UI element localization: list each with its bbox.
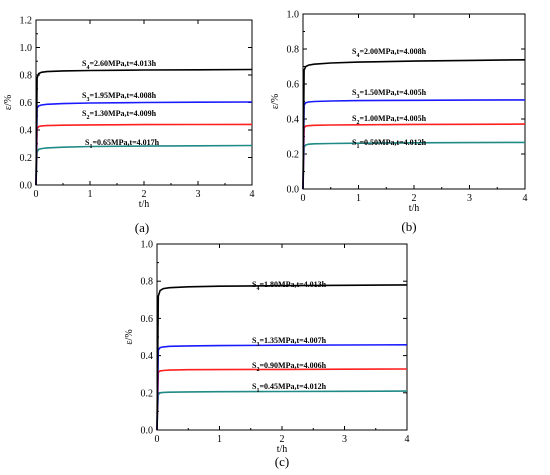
series-line-s1 bbox=[35, 144, 253, 186]
series-annotation-s3: S3=1.95MPa,t=4.008h bbox=[82, 91, 157, 103]
x-tick-label: 4 bbox=[250, 189, 255, 200]
y-tick-label: 0.4 bbox=[287, 115, 300, 126]
y-tick-label: 0.4 bbox=[141, 351, 154, 362]
panel-label: (c) bbox=[275, 454, 289, 469]
y-tick-label: 0.8 bbox=[20, 71, 33, 82]
x-tick-label: 4 bbox=[523, 193, 528, 204]
y-tick-label: 0.6 bbox=[20, 98, 33, 109]
y-axis-label: ε/% bbox=[3, 95, 14, 110]
series-line-s1 bbox=[156, 390, 408, 431]
chart-panel-b: 0.0 0.2 0.4 0.6 0.8 1.0 0 1 2 3 4 t/h ε/% S1=0.50MPa,… bbox=[270, 10, 528, 235]
panel-label: (b) bbox=[401, 219, 416, 234]
series-annotation-s1: S1=0.50MPa,t=4.012h bbox=[352, 138, 427, 150]
x-tick-label: 0 bbox=[155, 434, 160, 445]
y-tick-label: 0.0 bbox=[20, 181, 33, 192]
x-axis-label: t/h bbox=[409, 203, 420, 214]
series-line-s3 bbox=[156, 343, 408, 431]
series-annotation-s2: S2=1.00MPa,t=4.005h bbox=[352, 114, 427, 126]
x-tick-label: 3 bbox=[196, 189, 201, 200]
y-tick-label: 0.2 bbox=[141, 388, 154, 399]
x-tick-label: 0 bbox=[34, 189, 39, 200]
y-tick-label: 1.0 bbox=[141, 240, 154, 251]
y-tick-label: 0.0 bbox=[287, 185, 300, 196]
x-tick-label: 2 bbox=[142, 189, 147, 200]
x-tick-label: 3 bbox=[342, 434, 347, 445]
series-line-s4 bbox=[156, 284, 408, 431]
y-axis-label: ε/% bbox=[124, 329, 135, 344]
chart-panel-c: 0.0 0.2 0.4 0.6 0.8 1.0 0 1 2 3 4 t/h ε/% S1=0.45MPa,… bbox=[124, 240, 410, 470]
series-line-s4 bbox=[302, 59, 526, 190]
series-line-s1 bbox=[302, 141, 526, 190]
x-axis-label: t/h bbox=[277, 444, 288, 455]
series-line-s3 bbox=[302, 99, 526, 190]
y-tick-label: 0.6 bbox=[287, 80, 300, 91]
series-annotation-s1: S1=0.45MPa,t=4.012h bbox=[252, 382, 327, 394]
series-annotation-s4: S4=1.80MPa,t=4.013h bbox=[252, 280, 327, 292]
series-line-s2 bbox=[156, 368, 408, 431]
y-tick-label: 1.2 bbox=[20, 16, 33, 27]
y-tick-label: 0.8 bbox=[141, 277, 154, 288]
y-tick-label: 0.2 bbox=[287, 150, 300, 161]
series-line-s2 bbox=[35, 123, 253, 186]
y-tick-label: 1.0 bbox=[20, 43, 33, 54]
series-line-s4 bbox=[35, 68, 253, 186]
x-tick-label: 0 bbox=[301, 193, 306, 204]
series-annotation-s4: S4=2.60MPa,t=4.013h bbox=[82, 59, 157, 71]
series-annotation-s4: S4=2.00MPa,t=4.008h bbox=[352, 47, 427, 59]
series-annotation-s2: S2=1.30MPa,t=4.009h bbox=[82, 109, 157, 121]
x-tick-label: 4 bbox=[405, 434, 410, 445]
y-tick-label: 0.6 bbox=[141, 314, 154, 325]
x-tick-label: 2 bbox=[412, 193, 417, 204]
y-tick-label: 0.4 bbox=[20, 126, 33, 137]
y-tick-label: 0.8 bbox=[287, 45, 300, 56]
panel-label: (a) bbox=[135, 220, 149, 235]
x-tick-label: 1 bbox=[217, 434, 222, 445]
y-axis-label: ε/% bbox=[270, 94, 281, 109]
series-annotation-s3: S3=1.35MPa,t=4.007h bbox=[252, 336, 327, 348]
x-tick-label: 1 bbox=[88, 189, 93, 200]
x-tick-label: 3 bbox=[467, 193, 472, 204]
y-tick-label: 0.0 bbox=[141, 426, 154, 437]
chart-panel-a: 0.0 0.2 0.4 0.6 0.8 1.0 1.2 0 1 2 3 4 t/h ε/% S1=0.65M… bbox=[3, 16, 255, 236]
x-axis-label: t/h bbox=[139, 199, 150, 210]
y-tick-label: 1.0 bbox=[287, 10, 300, 21]
series-line-s3 bbox=[35, 101, 253, 186]
series-annotation-s1: S1=0.65MPa,t=4.017h bbox=[85, 138, 160, 150]
series-annotation-s2: S2=0.90MPa,t=4.006h bbox=[252, 361, 327, 373]
series-annotation-s3: S3=1.50MPa,t=4.005h bbox=[352, 88, 427, 100]
y-tick-label: 0.2 bbox=[20, 153, 33, 164]
x-tick-label: 2 bbox=[280, 434, 285, 445]
series-line-s2 bbox=[302, 123, 526, 190]
x-tick-label: 1 bbox=[356, 193, 361, 204]
